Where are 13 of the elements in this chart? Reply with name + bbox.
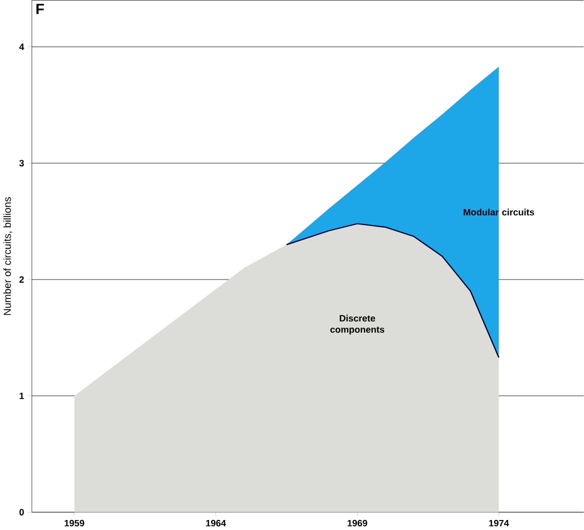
- y-tick-label: 4: [19, 44, 24, 50]
- chart-title: F: [36, 4, 44, 14]
- x-tick-label: 1959: [64, 520, 84, 526]
- y-tick-label: 2: [19, 276, 24, 283]
- x-tick-label: 1974: [489, 520, 509, 526]
- y-tick-label: 1: [20, 392, 24, 400]
- y-axis-title: Number of circuits, billions: [3, 197, 12, 316]
- x-tick-label: 1969: [348, 520, 368, 526]
- y-tick-label: 3: [19, 160, 24, 167]
- x-tick-label: 1964: [206, 520, 226, 526]
- series-label: Modular circuits: [464, 208, 534, 216]
- y-tick-label: 0: [19, 509, 24, 516]
- series-label: Discrete components: [330, 314, 384, 335]
